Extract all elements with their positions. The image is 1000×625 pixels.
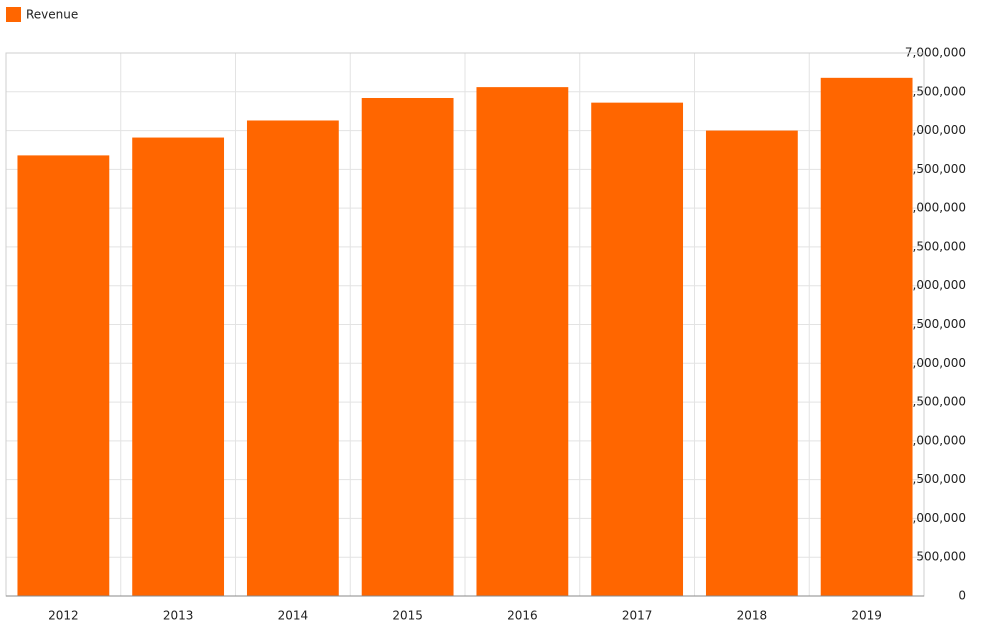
- bar: [246, 120, 339, 596]
- bar: [591, 102, 684, 596]
- bar: [132, 137, 225, 596]
- y-tick-label: 1,500,000: [905, 472, 966, 486]
- x-tick-label: 2018: [737, 609, 768, 623]
- y-tick-label: 6,000,000: [905, 123, 966, 137]
- y-tick-label: 5,000,000: [905, 201, 966, 215]
- x-tick-label: 2013: [163, 609, 194, 623]
- x-tick-label: 2017: [622, 609, 653, 623]
- y-tick-label: 6,500,000: [905, 84, 966, 98]
- y-tick-label: 2,000,000: [905, 433, 966, 447]
- y-tick-label: 4,000,000: [905, 278, 966, 292]
- bar: [820, 77, 913, 596]
- x-tick-label: 2019: [851, 609, 882, 623]
- x-tick-label: 2015: [392, 609, 423, 623]
- y-tick-label: 5,500,000: [905, 162, 966, 176]
- y-tick-label: 1,000,000: [905, 511, 966, 525]
- y-tick-label: 500,000: [916, 550, 966, 564]
- y-tick-label: 3,000,000: [905, 356, 966, 370]
- legend-swatch: [6, 7, 21, 22]
- bar: [476, 87, 569, 596]
- y-tick-label: 0: [958, 589, 966, 603]
- x-tick-label: 2014: [278, 609, 309, 623]
- y-tick-label: 4,500,000: [905, 239, 966, 253]
- x-tick-label: 2016: [507, 609, 538, 623]
- y-tick-label: 2,500,000: [905, 395, 966, 409]
- bar: [705, 130, 798, 597]
- y-tick-label: 3,500,000: [905, 317, 966, 331]
- y-tick-label: 7,000,000: [905, 46, 966, 60]
- bar: [17, 155, 110, 596]
- legend-label: Revenue: [26, 8, 78, 22]
- x-tick-label: 2012: [48, 609, 79, 623]
- bar: [361, 97, 454, 597]
